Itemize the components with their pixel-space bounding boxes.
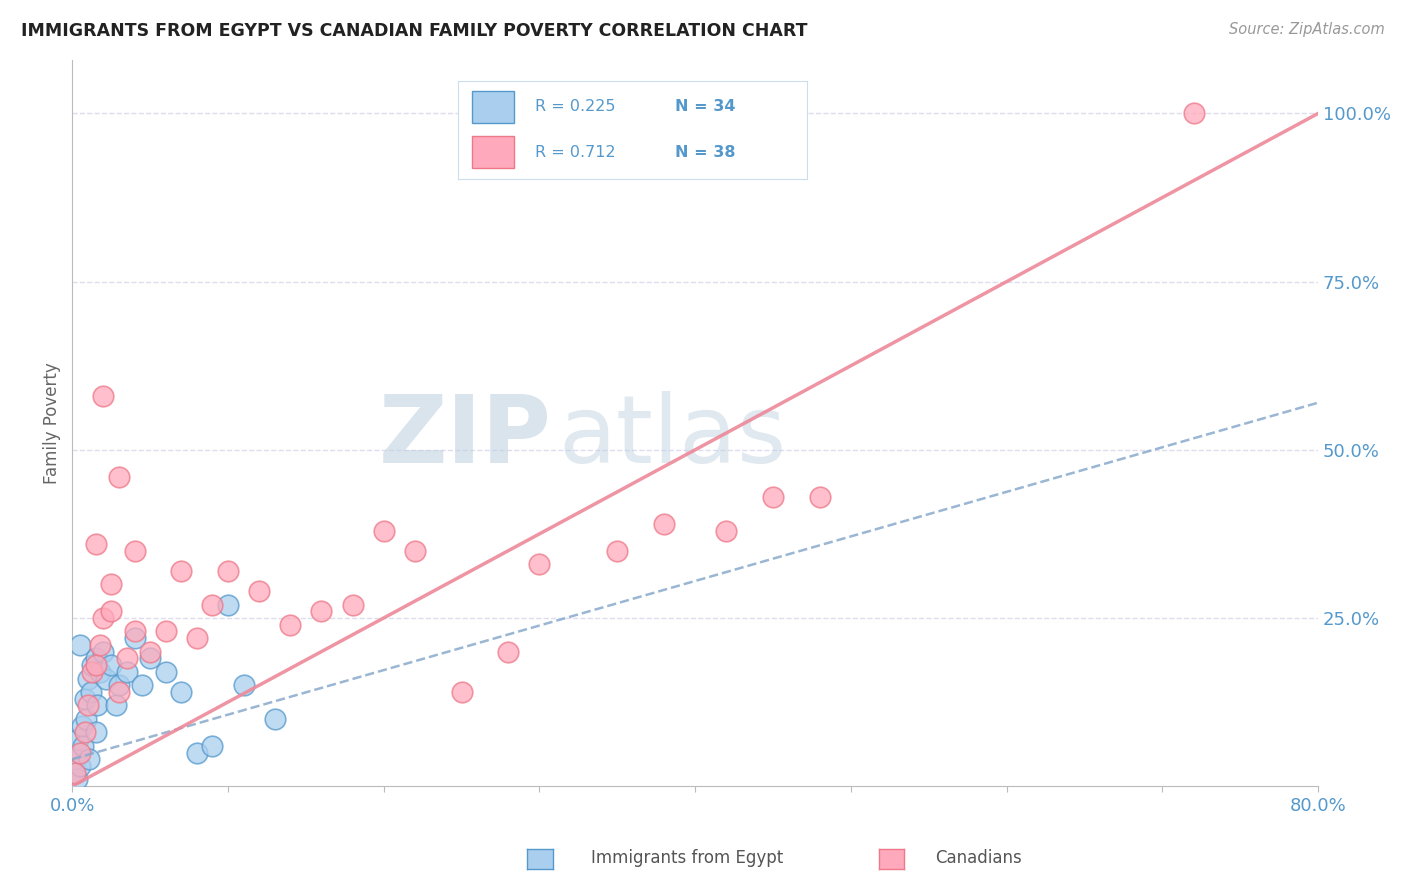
Text: Source: ZipAtlas.com: Source: ZipAtlas.com (1229, 22, 1385, 37)
Point (72, 739, 94, 753)
Point (170, 685, 193, 699)
Point (124, 624, 146, 639)
Point (201, 598, 224, 612)
Point (96, 672, 118, 686)
Point (100, 658, 122, 673)
Point (263, 712, 285, 726)
Point (450, 685, 472, 699)
Point (311, 604, 333, 618)
Point (186, 746, 208, 760)
Point (808, 490, 831, 504)
Point (93, 644, 115, 658)
Point (69, 638, 91, 652)
Text: Canadians: Canadians (935, 849, 1022, 867)
Point (342, 598, 364, 612)
Point (124, 631, 146, 645)
Point (201, 739, 224, 753)
Point (124, 543, 146, 558)
Point (139, 651, 162, 665)
Point (73, 725, 96, 739)
Point (716, 524, 738, 538)
Point (529, 557, 551, 571)
Point (100, 577, 122, 591)
Point (76, 672, 98, 686)
Point (155, 665, 177, 679)
Point (131, 678, 153, 692)
Text: atlas: atlas (558, 392, 786, 483)
Point (80, 685, 103, 699)
Point (82, 665, 104, 679)
Point (404, 543, 426, 558)
Point (86, 698, 108, 713)
Point (186, 631, 208, 645)
Point (606, 543, 628, 558)
Point (108, 469, 131, 483)
Point (498, 644, 520, 658)
Point (155, 624, 177, 639)
Point (65, 752, 87, 766)
Point (67, 732, 90, 747)
Point (73, 691, 96, 706)
Point (76, 698, 98, 713)
Point (217, 598, 239, 612)
Point (69, 746, 91, 760)
Point (79, 752, 101, 766)
Point (115, 651, 138, 665)
Point (100, 604, 122, 618)
Point (69, 759, 91, 773)
Point (65, 765, 87, 780)
Point (652, 516, 675, 531)
Point (89, 665, 111, 679)
Y-axis label: Family Poverty: Family Poverty (44, 362, 60, 483)
Point (1182, 106, 1205, 120)
Point (217, 564, 239, 578)
Point (278, 617, 301, 632)
Point (75, 712, 97, 726)
Point (93, 389, 115, 403)
Point (84, 651, 107, 665)
Point (108, 685, 131, 699)
Point (104, 698, 127, 713)
Text: ZIP: ZIP (380, 392, 553, 483)
Point (139, 644, 162, 658)
Point (82, 658, 104, 673)
Point (84, 725, 107, 739)
Point (232, 678, 254, 692)
Text: IMMIGRANTS FROM EGYPT VS CANADIAN FAMILY POVERTY CORRELATION CHART: IMMIGRANTS FROM EGYPT VS CANADIAN FAMILY… (21, 22, 807, 40)
Point (170, 564, 193, 578)
Point (373, 524, 395, 538)
Point (93, 611, 115, 625)
Point (84, 537, 107, 551)
Point (84, 658, 107, 673)
Point (66, 772, 89, 787)
Point (762, 490, 785, 504)
Point (115, 665, 138, 679)
Point (62, 765, 84, 780)
Text: Immigrants from Egypt: Immigrants from Egypt (591, 849, 783, 867)
Point (89, 638, 111, 652)
Point (70, 718, 93, 732)
Point (247, 584, 270, 599)
Point (108, 678, 131, 692)
